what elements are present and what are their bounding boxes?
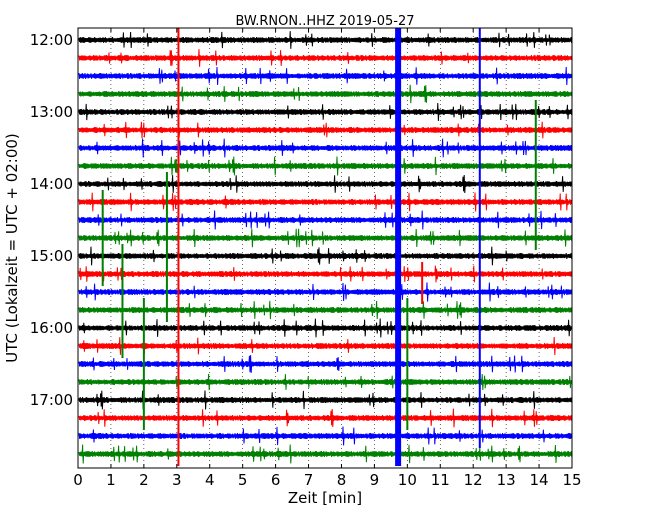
trace-line [78, 138, 573, 158]
x-tick-label: 5 [238, 471, 248, 489]
chart-title: BW.RNON..HHZ 2019-05-27 [235, 14, 414, 29]
trace-line [78, 265, 573, 283]
trace-line [78, 84, 573, 104]
x-tick-label: 13 [497, 471, 516, 489]
trace-line [78, 174, 573, 194]
x-tick-label: 4 [205, 471, 215, 489]
x-axis-ticks: 0 1 2 3 4 5 6 7 8 9 10 11 12 13 14 15 [73, 28, 582, 489]
trace-line [78, 426, 573, 446]
x-tick-label: 3 [172, 471, 182, 489]
trace-line [78, 49, 573, 67]
y-tick-label: 14:00 [30, 175, 73, 193]
event-markers [101, 28, 537, 466]
trace-line [78, 246, 573, 266]
x-tick-label: 12 [464, 471, 483, 489]
x-tick-label: 9 [370, 471, 380, 489]
event-band [395, 28, 402, 466]
x-tick-label: 7 [304, 471, 314, 489]
trace-line [78, 390, 573, 410]
y-tick-label: 13:00 [30, 103, 73, 121]
plot-frame [77, 27, 573, 469]
trace-line [78, 444, 573, 464]
x-tick-label: 0 [73, 471, 83, 489]
x-tick-label: 8 [337, 471, 347, 489]
x-tick-label: 2 [139, 471, 149, 489]
y-tick-label: 16:00 [30, 319, 73, 337]
trace-line [78, 66, 573, 86]
trace-line [78, 210, 573, 230]
trace-series [78, 31, 573, 464]
x-tick-label: 15 [562, 471, 581, 489]
trace-line [78, 318, 573, 338]
x-tick-label: 6 [271, 471, 281, 489]
x-axis-label: Zeit [min] [288, 489, 362, 507]
trace-line [78, 102, 573, 122]
y-axis-label: UTC (Lokalzeit = UTC + 02:00) [3, 133, 21, 363]
trace-line [78, 300, 573, 320]
trace-line [78, 156, 573, 176]
trace-line [78, 31, 573, 49]
grid-lines [78, 28, 572, 468]
x-tick-label: 1 [106, 471, 116, 489]
trace-line [78, 373, 573, 391]
trace-line [78, 336, 573, 356]
trace-line [78, 121, 573, 139]
trace-line [78, 282, 573, 302]
y-axis-ticks: 12:00 13:00 14:00 15:00 16:00 17:00 [30, 31, 572, 409]
x-tick-label: 14 [530, 471, 549, 489]
trace-line [78, 355, 573, 373]
x-tick-label: 11 [431, 471, 450, 489]
trace-line [78, 228, 573, 248]
trace-line [78, 192, 573, 212]
trace-line [78, 408, 573, 428]
y-tick-label: 17:00 [30, 391, 73, 409]
x-tick-label: 10 [398, 471, 417, 489]
y-tick-label: 12:00 [30, 31, 73, 49]
y-tick-label: 15:00 [30, 247, 73, 265]
